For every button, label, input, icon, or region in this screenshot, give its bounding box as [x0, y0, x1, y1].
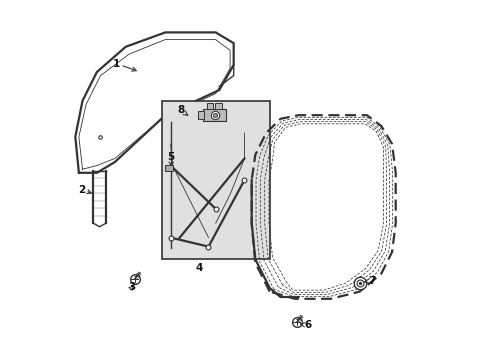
Bar: [164, 165, 172, 171]
Text: 7: 7: [364, 276, 375, 286]
Text: 8: 8: [177, 105, 187, 116]
Bar: [215, 103, 222, 109]
Text: 6: 6: [300, 320, 310, 330]
Text: 4: 4: [195, 263, 203, 273]
Bar: [206, 103, 213, 109]
Bar: [162, 101, 269, 259]
Bar: [197, 111, 203, 119]
Text: 2: 2: [78, 185, 91, 195]
Bar: [203, 109, 226, 121]
Text: 1: 1: [113, 59, 136, 71]
Text: 3: 3: [128, 282, 136, 292]
Text: 5: 5: [167, 152, 174, 166]
